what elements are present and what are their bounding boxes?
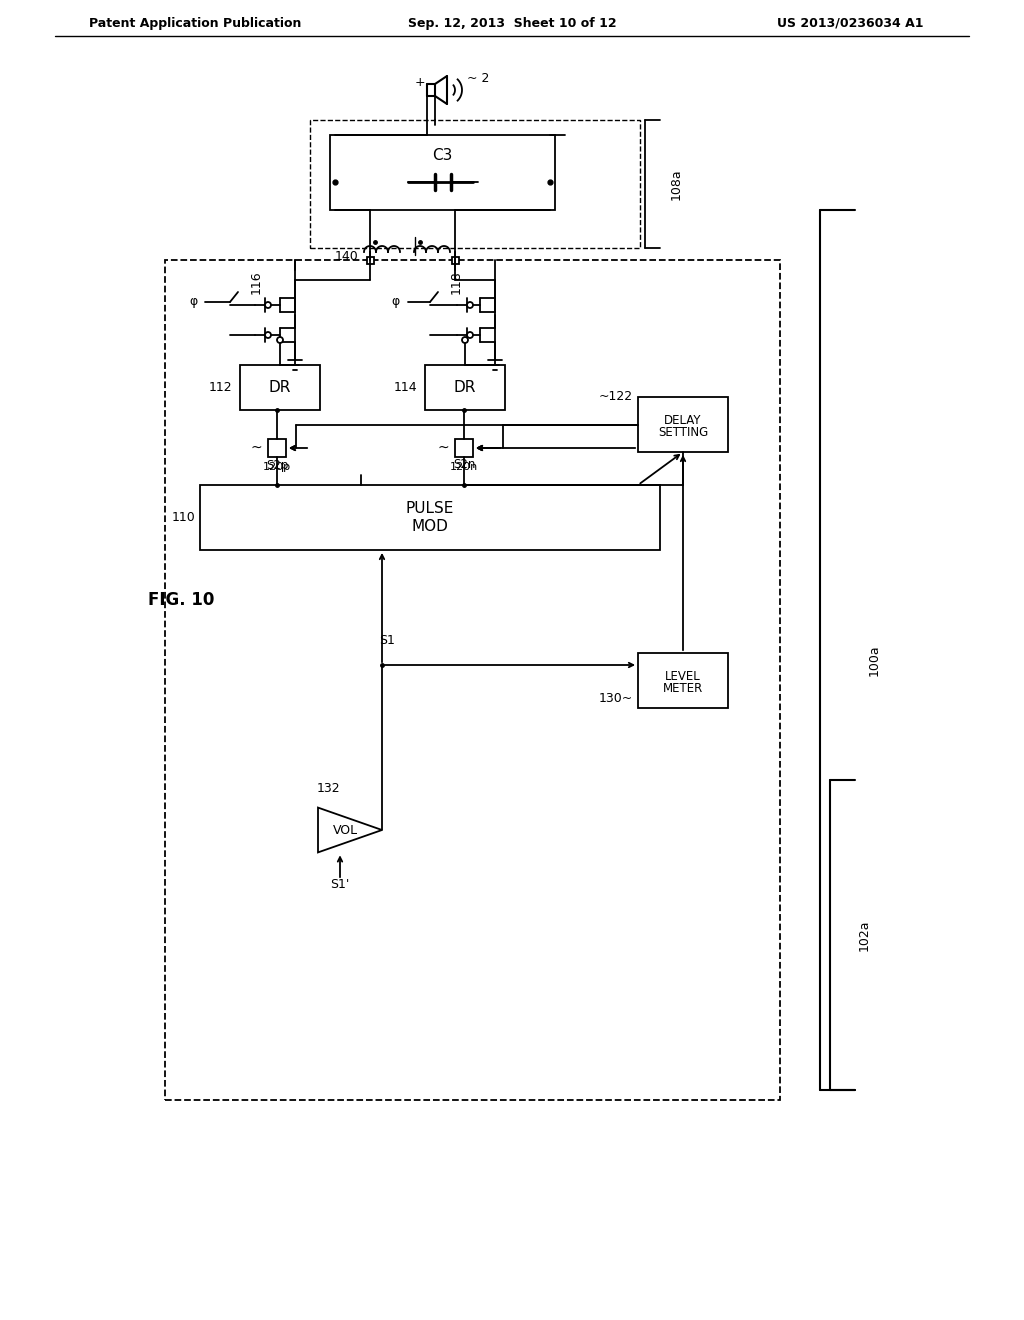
- Circle shape: [265, 302, 271, 308]
- Circle shape: [467, 302, 473, 308]
- Bar: [310, 120, 640, 248]
- Text: +: +: [415, 75, 425, 88]
- Circle shape: [467, 333, 473, 338]
- Text: LEVEL: LEVEL: [666, 671, 700, 682]
- Bar: [268, 440, 286, 457]
- Text: S2n: S2n: [453, 458, 475, 471]
- Bar: [452, 256, 459, 264]
- Text: φ: φ: [391, 296, 399, 309]
- Text: ~122: ~122: [599, 391, 633, 404]
- Bar: [200, 484, 660, 550]
- Text: 120p: 120p: [263, 462, 291, 473]
- Text: ~: ~: [437, 441, 449, 455]
- Text: 108a: 108a: [670, 168, 683, 199]
- Bar: [240, 366, 319, 411]
- Text: 110: 110: [171, 511, 195, 524]
- Text: Patent Application Publication: Patent Application Publication: [89, 16, 301, 29]
- Bar: [455, 440, 473, 457]
- Text: VOL: VOL: [333, 824, 357, 837]
- Text: DR: DR: [454, 380, 476, 395]
- Text: METER: METER: [663, 682, 703, 696]
- Text: US 2013/0236034 A1: US 2013/0236034 A1: [777, 16, 924, 29]
- Text: φ: φ: [188, 296, 198, 309]
- Text: 120n: 120n: [450, 462, 478, 473]
- Text: 100a: 100a: [868, 644, 881, 676]
- Circle shape: [265, 333, 271, 338]
- Text: DELAY: DELAY: [665, 414, 701, 426]
- Text: SETTING: SETTING: [657, 426, 709, 440]
- Text: S2p: S2p: [266, 458, 288, 471]
- Text: 140: 140: [334, 249, 358, 263]
- Text: PULSE
MOD: PULSE MOD: [406, 502, 455, 533]
- Text: ~: ~: [250, 441, 262, 455]
- Text: 116: 116: [250, 271, 263, 294]
- Text: 118: 118: [450, 271, 463, 294]
- Bar: [165, 260, 780, 1100]
- Bar: [330, 135, 555, 210]
- Text: S1': S1': [331, 879, 349, 891]
- Circle shape: [462, 337, 468, 343]
- Text: FIG. 10: FIG. 10: [148, 591, 214, 609]
- Bar: [638, 653, 728, 708]
- Text: S1: S1: [379, 634, 395, 647]
- Text: 132: 132: [316, 781, 340, 795]
- Text: Sep. 12, 2013  Sheet 10 of 12: Sep. 12, 2013 Sheet 10 of 12: [408, 16, 616, 29]
- Text: 112: 112: [208, 381, 232, 393]
- Bar: [425, 366, 505, 411]
- Circle shape: [278, 337, 283, 343]
- Text: 114: 114: [393, 381, 417, 393]
- Text: DR: DR: [269, 380, 291, 395]
- Text: 130~: 130~: [599, 692, 633, 705]
- Text: C3: C3: [432, 149, 453, 164]
- Text: ~ 2: ~ 2: [467, 71, 489, 84]
- Bar: [638, 397, 728, 451]
- Bar: [367, 256, 374, 264]
- Text: 102a: 102a: [858, 919, 871, 950]
